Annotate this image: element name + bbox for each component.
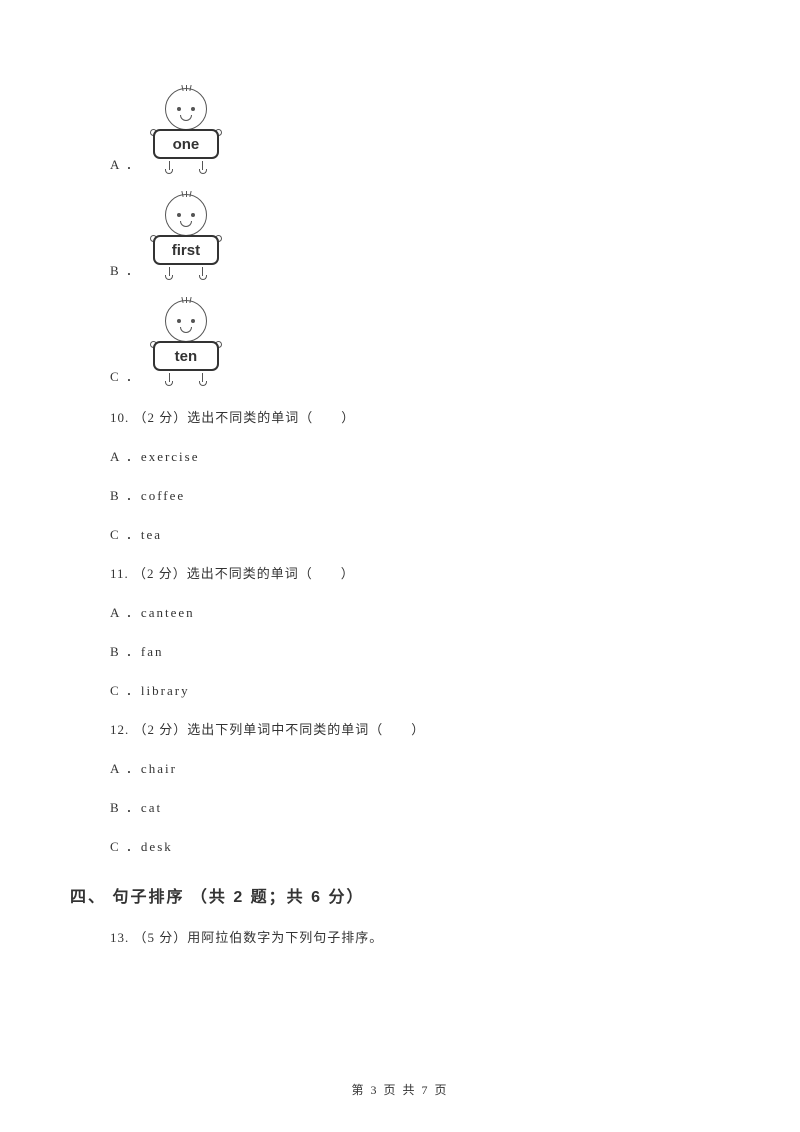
character-ten-icon: ten	[147, 297, 225, 387]
character-one-icon: one	[147, 85, 225, 175]
option-a-label: A ．	[110, 154, 141, 175]
q11-option-b: B ．fan	[110, 641, 690, 660]
q10-option-c: C ．tea	[110, 524, 690, 543]
q11-option-a: A ．canteen	[110, 602, 690, 621]
q12-option-a: A ．chair	[110, 758, 690, 777]
page-content: A ． one B ． first	[0, 0, 800, 946]
character-first-icon: first	[147, 191, 225, 281]
q11-option-c: C ．library	[110, 680, 690, 699]
option-b-label: B ．	[110, 260, 141, 281]
option-c-image: C ． ten	[110, 297, 690, 387]
question-13-stem: 13. （5 分）用阿拉伯数字为下列句子排序。	[110, 927, 690, 946]
option-c-label: C ．	[110, 366, 141, 387]
sign-text: first	[153, 235, 219, 265]
q12-option-b: B ．cat	[110, 797, 690, 816]
option-a-image: A ． one	[110, 85, 690, 175]
q10-option-b: B ．coffee	[110, 485, 690, 504]
page-footer: 第 3 页 共 7 页	[0, 1081, 800, 1098]
question-11-stem: 11. （2 分）选出不同类的单词（ ）	[110, 563, 690, 582]
section-4-heading: 四、 句子排序 （共 2 题；共 6 分）	[70, 883, 690, 907]
sign-text: ten	[153, 341, 219, 371]
q12-option-c: C ．desk	[110, 836, 690, 855]
question-10-stem: 10. （2 分）选出不同类的单词（ ）	[110, 407, 690, 426]
sign-text: one	[153, 129, 219, 159]
question-12-stem: 12. （2 分）选出下列单词中不同类的单词（ ）	[110, 719, 690, 738]
option-b-image: B ． first	[110, 191, 690, 281]
q10-option-a: A ．exercise	[110, 446, 690, 465]
